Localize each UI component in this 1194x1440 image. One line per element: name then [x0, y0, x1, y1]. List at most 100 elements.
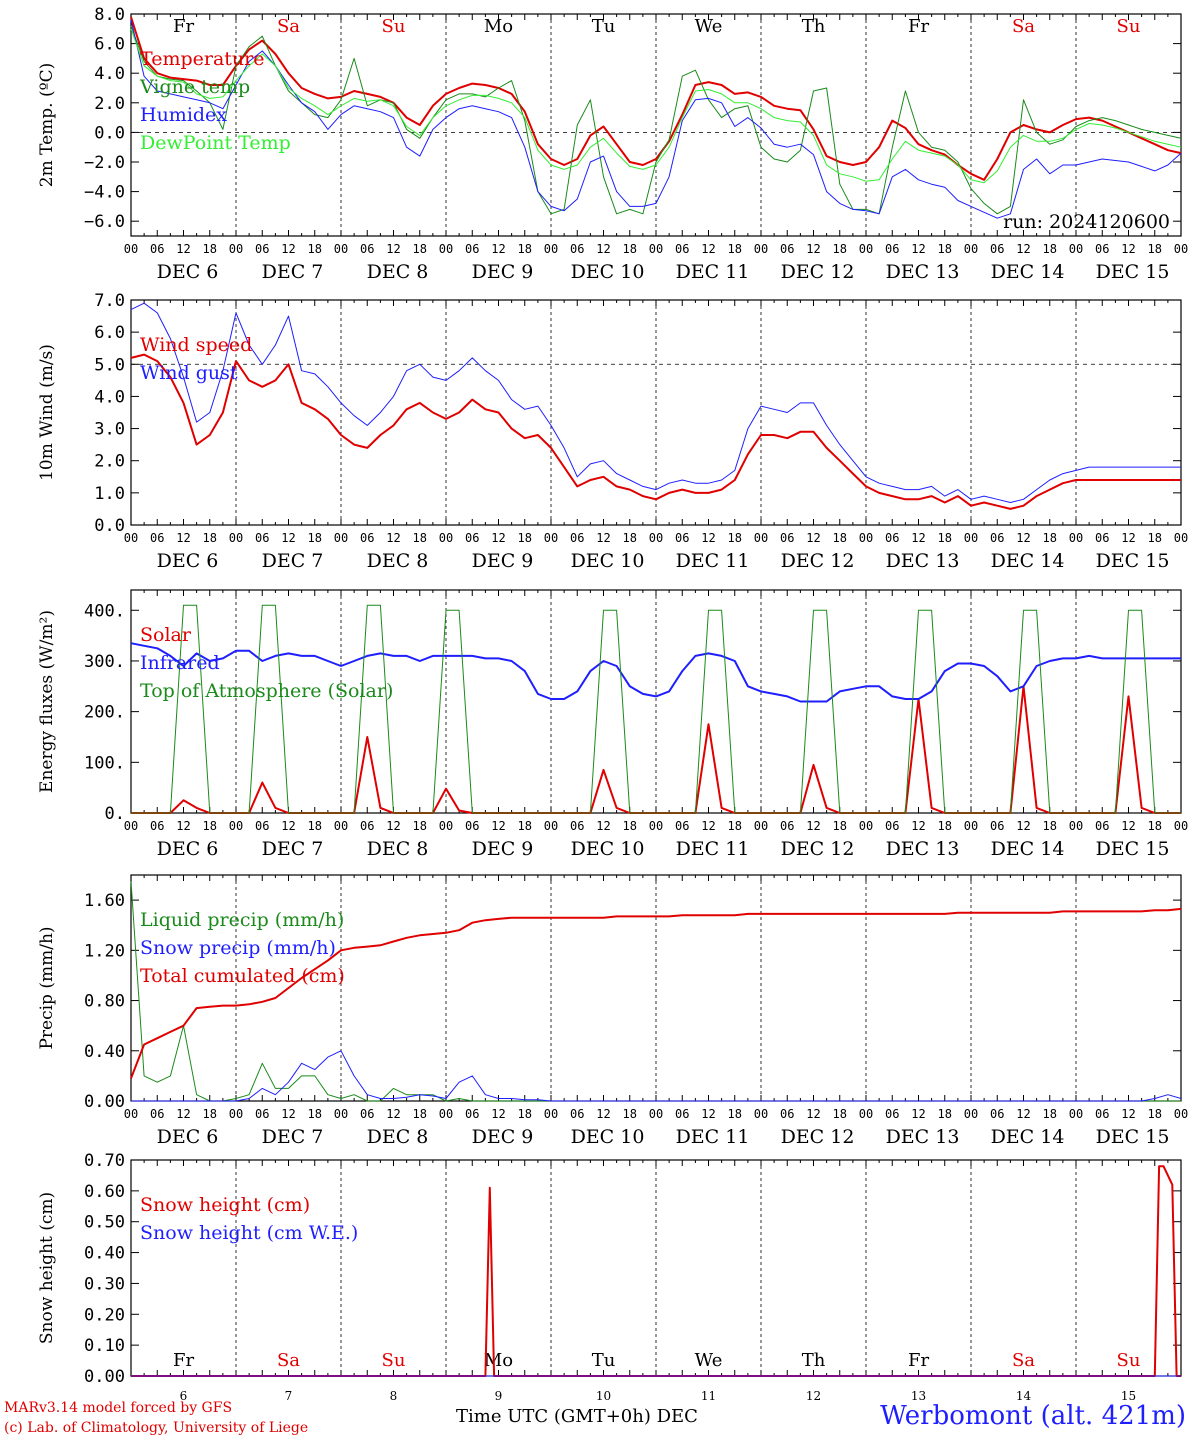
legend-entry: Infrared — [140, 652, 220, 674]
hour-tick-label: 12 — [386, 531, 400, 545]
hour-tick-label: 12 — [596, 531, 610, 545]
hour-tick-label: 18 — [728, 531, 742, 545]
y-tick-label: 200. — [84, 703, 125, 723]
hour-tick-label: 00 — [649, 531, 663, 545]
hour-tick-label: 00 — [124, 242, 138, 256]
day-number: 14 — [1016, 1389, 1032, 1403]
y-tick-label: 0.00 — [84, 1092, 125, 1112]
hour-tick-label: 06 — [990, 242, 1004, 256]
hour-tick-label: 06 — [885, 1107, 899, 1121]
y-tick-label: 2.0 — [94, 452, 125, 472]
date-label: DEC 6 — [157, 838, 219, 860]
date-label: DEC 8 — [367, 838, 429, 860]
hour-tick-label: 00 — [334, 531, 348, 545]
hour-tick-label: 06 — [360, 531, 374, 545]
hour-tick-label: 12 — [491, 242, 505, 256]
hour-tick-label: 00 — [649, 242, 663, 256]
date-label: DEC 8 — [367, 1126, 429, 1148]
hour-tick-label: 06 — [675, 531, 689, 545]
date-label: DEC 8 — [367, 261, 429, 283]
hour-tick-label: 00 — [859, 531, 873, 545]
weekday-label: Su — [382, 1350, 406, 1371]
hour-tick-label: 00 — [124, 531, 138, 545]
hour-tick-label: 00 — [439, 531, 453, 545]
hour-tick-label: 06 — [570, 819, 584, 833]
hour-tick-label: 00 — [754, 242, 768, 256]
hour-tick-label: 00 — [859, 242, 873, 256]
hour-tick-label: 18 — [308, 531, 322, 545]
y-tick-label: 300. — [84, 652, 125, 672]
day-number: 13 — [911, 1389, 926, 1403]
hour-tick-label: 18 — [518, 1107, 532, 1121]
date-label: DEC 12 — [781, 1126, 855, 1148]
hour-tick-label: 12 — [491, 1107, 505, 1121]
hour-tick-label: 00 — [439, 819, 453, 833]
hour-tick-label: 00 — [1069, 242, 1083, 256]
hour-tick-label: 18 — [203, 531, 217, 545]
hour-tick-label: 18 — [518, 531, 532, 545]
hour-tick-label: 00 — [859, 819, 873, 833]
hour-tick-label: 18 — [1043, 242, 1057, 256]
hour-tick-label: 18 — [938, 1107, 952, 1121]
hour-tick-label: 00 — [754, 819, 768, 833]
hour-tick-label: 12 — [1016, 1107, 1030, 1121]
day-number: 9 — [495, 1389, 503, 1403]
date-label: DEC 9 — [472, 261, 534, 283]
y-tick-label: 1.60 — [84, 891, 125, 911]
weekday-label: Mo — [484, 16, 513, 37]
hour-tick-label: 00 — [1174, 531, 1188, 545]
hour-tick-label: 18 — [413, 531, 427, 545]
hour-tick-label: 06 — [465, 531, 479, 545]
y-tick-label: 8.0 — [94, 5, 125, 25]
weekday-label: Tu — [592, 16, 616, 37]
hour-tick-label: 00 — [439, 242, 453, 256]
hour-tick-label: 18 — [938, 242, 952, 256]
hour-tick-label: 00 — [964, 819, 978, 833]
y-tick-label: −6.0 — [84, 212, 125, 232]
hour-tick-label: 00 — [1174, 1107, 1188, 1121]
hour-tick-label: 06 — [570, 531, 584, 545]
hour-tick-label: 12 — [1121, 819, 1135, 833]
date-label: DEC 9 — [472, 550, 534, 572]
weekday-label: Tu — [592, 1350, 616, 1371]
hour-tick-label: 12 — [911, 531, 925, 545]
hour-tick-label: 06 — [885, 819, 899, 833]
hour-tick-label: 00 — [229, 242, 243, 256]
hour-tick-label: 18 — [308, 819, 322, 833]
y-tick-label: 400. — [84, 601, 125, 621]
hour-tick-label: 18 — [308, 1107, 322, 1121]
weekday-label: Sa — [1012, 1350, 1035, 1371]
series-line — [130, 25, 1182, 215]
hour-tick-label: 12 — [386, 819, 400, 833]
weekday-label: Sa — [277, 16, 300, 37]
hour-tick-label: 18 — [1043, 531, 1057, 545]
legend-entry: Temperature — [140, 48, 264, 70]
hour-tick-label: 18 — [1043, 1107, 1057, 1121]
hour-tick-label: 06 — [780, 1107, 794, 1121]
hour-tick-label: 12 — [281, 1107, 295, 1121]
hour-tick-label: 12 — [491, 531, 505, 545]
hour-tick-label: 06 — [255, 819, 269, 833]
hour-tick-label: 12 — [911, 1107, 925, 1121]
hour-tick-label: 12 — [281, 819, 295, 833]
date-label: DEC 10 — [571, 838, 645, 860]
y-tick-label: 0. — [105, 804, 125, 824]
hour-tick-label: 18 — [728, 819, 742, 833]
day-number: 12 — [806, 1389, 821, 1403]
day-number: 10 — [596, 1389, 611, 1403]
series-line — [130, 302, 1181, 503]
date-label: DEC 14 — [991, 1126, 1065, 1148]
y-tick-label: 0.30 — [84, 1274, 125, 1294]
weekday-label: Fr — [908, 16, 929, 37]
hour-tick-label: 12 — [596, 1107, 610, 1121]
series-line — [130, 19, 1182, 219]
date-label: DEC 9 — [472, 838, 534, 860]
y-axis-label: 2m Temp. (ºC) — [37, 63, 57, 188]
legend-entry: Humidex — [140, 104, 227, 126]
hour-tick-label: 12 — [386, 242, 400, 256]
y-tick-label: 6.0 — [94, 323, 125, 343]
date-label: DEC 15 — [1096, 838, 1170, 860]
y-tick-label: 0.40 — [84, 1244, 125, 1264]
date-label: DEC 13 — [886, 261, 960, 283]
